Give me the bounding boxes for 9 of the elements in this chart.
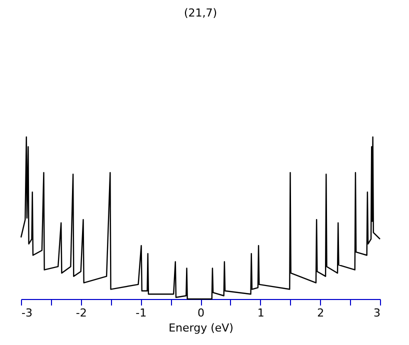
x-tick-label: -3 bbox=[22, 306, 32, 320]
x-tick-label: 2 bbox=[317, 306, 324, 320]
x-tick-label: -2 bbox=[76, 306, 87, 320]
x-tick-label: -1 bbox=[136, 306, 147, 320]
x-tick-label: 3 bbox=[374, 306, 380, 320]
x-axis-title: Energy (eV) bbox=[168, 322, 234, 334]
chart-title: (21,7) bbox=[184, 6, 218, 20]
x-tick-label: 1 bbox=[257, 306, 264, 320]
x-tick-label: 0 bbox=[198, 306, 204, 320]
